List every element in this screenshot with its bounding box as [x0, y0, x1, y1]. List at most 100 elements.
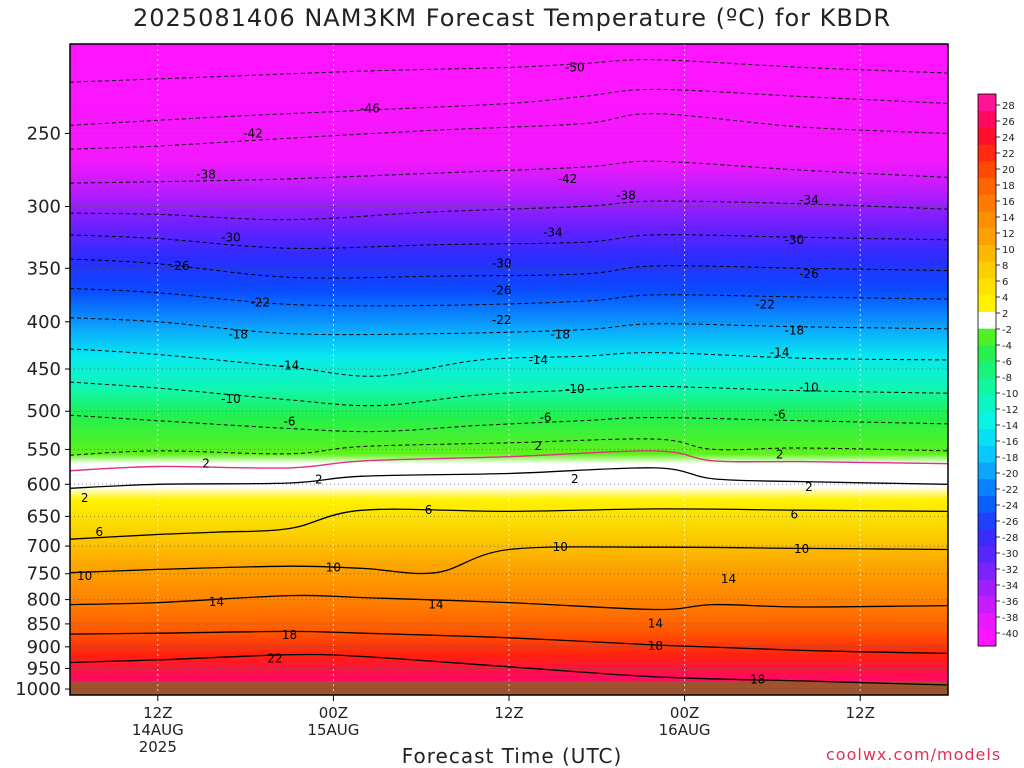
colorbar-swatch — [978, 194, 996, 212]
y-tick-label: 900 — [27, 637, 61, 658]
colorbar-label: -6 — [1002, 357, 1012, 368]
contour-label: -26 — [799, 267, 819, 281]
contour-label: -14 — [528, 353, 548, 367]
contour-label: -38 — [616, 189, 636, 203]
contour-label: -22 — [250, 295, 270, 309]
colorbar-label: -30 — [1002, 549, 1018, 560]
contour-label: 14 — [721, 572, 736, 586]
colorbar-label: -28 — [1002, 533, 1018, 544]
colorbar-label: 4 — [1002, 293, 1008, 304]
colorbar-swatch — [978, 177, 996, 195]
colorbar-label: 14 — [1002, 213, 1015, 224]
x-tick-label: 12Z — [143, 704, 172, 722]
colorbar-swatch — [978, 144, 996, 162]
contour-label: -6 — [540, 411, 552, 425]
contour-label: 14 — [209, 595, 224, 609]
colorbar-label: 10 — [1002, 245, 1015, 256]
y-tick-label: 950 — [27, 658, 61, 679]
contour-line — [70, 630, 948, 655]
contour-label: 10 — [794, 542, 809, 556]
colorbar-label: -36 — [1002, 597, 1018, 608]
colorbar-swatch — [978, 462, 996, 480]
grid — [70, 44, 948, 695]
contour-label: 14 — [648, 616, 663, 630]
contour-label: -18 — [228, 328, 248, 342]
y-tick-label: 700 — [27, 536, 61, 557]
colorbar-label: 2 — [1002, 309, 1008, 320]
contour-label: -6 — [774, 407, 786, 421]
colorbar-label: 22 — [1002, 149, 1015, 160]
x-tick-label: 00Z — [670, 704, 699, 722]
colorbar-swatch — [978, 512, 996, 530]
colorbar-swatch — [978, 478, 996, 496]
colorbar-swatch — [978, 629, 996, 647]
colorbar-swatch — [978, 344, 996, 363]
contour-label: -30 — [221, 230, 241, 244]
colorbar-swatch — [978, 211, 996, 229]
contour-line — [70, 88, 948, 126]
colorbar-label: 6 — [1002, 277, 1008, 288]
colorbar-label: 16 — [1002, 197, 1015, 208]
contour-label: 10 — [326, 560, 341, 574]
contour-label: -26 — [170, 259, 190, 273]
y-tick-label: 600 — [27, 474, 61, 495]
ground-surface — [70, 681, 948, 695]
contour-label: 2 — [805, 480, 813, 494]
contour-line — [70, 546, 948, 575]
contour-label: -18 — [550, 328, 570, 342]
y-tick-label: 800 — [27, 590, 61, 611]
contour-label: 10 — [553, 540, 568, 554]
colorbar: 28 26 24 22 20 18 16 14 12 10 8 6 4 2 -2 -4 -6 -8 -10 -12 -1… — [977, 93, 1018, 647]
colorbar-label: -40 — [1002, 629, 1018, 640]
contour-label: 2 — [315, 473, 323, 487]
contour-labels: -50 -46 -42 -42 -38 -38 -34 -34 -30 -30 -30 -26 -26 -… — [77, 60, 819, 686]
colorbar-swatch — [978, 579, 996, 597]
contour-line — [70, 160, 948, 184]
colorbar-swatch — [978, 278, 996, 296]
contour-line — [70, 467, 948, 489]
contour-label: -34 — [543, 225, 563, 239]
colorbar-label: 18 — [1002, 181, 1015, 192]
colorbar-label: -34 — [1002, 581, 1018, 592]
contour-label: -14 — [770, 346, 790, 360]
contour-line — [70, 200, 948, 221]
contour-label: -42 — [558, 172, 578, 186]
colorbar-label: 28 — [1002, 101, 1015, 112]
contour-label: -26 — [492, 284, 512, 298]
contour-label: -18 — [785, 324, 805, 338]
credit-text: coolwx.com/models — [826, 745, 1002, 764]
y-tick-label: 350 — [27, 258, 61, 279]
contour-line — [70, 653, 948, 686]
colorbar-label: -32 — [1002, 565, 1018, 576]
colorbar-swatch — [978, 411, 996, 430]
colorbar-label: -12 — [1002, 405, 1018, 416]
contour-label: 10 — [77, 569, 92, 583]
contour-line — [70, 234, 948, 249]
contour-label: -10 — [221, 392, 241, 406]
contour-label: 2 — [534, 439, 542, 453]
contour-label: 2 — [571, 472, 579, 486]
colorbar-label: -38 — [1002, 613, 1018, 624]
colorbar-swatch — [978, 545, 996, 563]
x-axis-label: Forecast Time (UTC) — [401, 744, 623, 768]
contour-label: 2 — [81, 491, 89, 505]
contour-line — [70, 414, 948, 433]
contours — [70, 59, 948, 686]
colorbar-frame — [977, 93, 997, 647]
y-tick-label: 850 — [27, 614, 61, 635]
contour-label: -22 — [755, 297, 775, 311]
contour-line — [70, 348, 948, 377]
colorbar-label: -10 — [1002, 389, 1018, 400]
contour-label: -14 — [280, 358, 300, 372]
colorbar-swatch — [978, 428, 996, 446]
contour-label: 2 — [202, 457, 210, 471]
y-axis: 2503003504004505005506006507007508008509… — [15, 123, 70, 700]
contour-label: 6 — [95, 525, 103, 539]
colorbar-label: 24 — [1002, 133, 1015, 144]
colorbar-swatch — [978, 361, 996, 379]
contour-line — [70, 287, 948, 307]
contour-line — [70, 594, 948, 611]
contour-line — [70, 317, 948, 336]
contour-label: -10 — [799, 380, 819, 394]
